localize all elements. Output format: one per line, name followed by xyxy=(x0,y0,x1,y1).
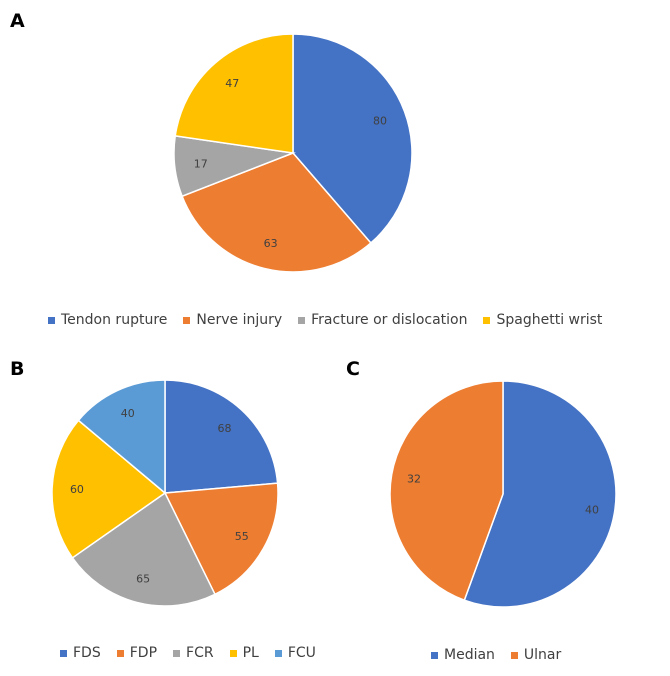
pie-a-value-label: 17 xyxy=(194,158,208,171)
legend-a-item-spaghetti-wrist: Spaghetti wrist xyxy=(483,312,602,328)
legend-a-label: Tendon rupture xyxy=(61,312,168,328)
pie-a-value-label: 80 xyxy=(373,115,387,128)
legend-a-item-fracture-or-dislocation: Fracture or dislocation xyxy=(298,312,467,328)
legend-b-swatch xyxy=(173,649,181,657)
legend-b-label: PL xyxy=(242,645,259,661)
legend-b-swatch xyxy=(116,649,124,657)
legend-a-swatch xyxy=(48,316,55,324)
pie-a-value-label: 63 xyxy=(264,237,278,250)
pie-b-value-label: 65 xyxy=(136,572,150,585)
panel-a-letter: A xyxy=(10,10,25,32)
legend-a-swatch xyxy=(298,316,306,324)
legend-a-label: Spaghetti wrist xyxy=(496,312,603,328)
legend-c-label: Ulnar xyxy=(523,647,562,663)
legend-c-swatch xyxy=(431,651,438,659)
legend-b-label: FCU xyxy=(287,645,316,661)
pie-b-slice-fcr xyxy=(71,491,216,607)
legend-a-swatch xyxy=(183,316,191,324)
panel-c-letter: C xyxy=(346,358,360,380)
pie-a-value-label: 47 xyxy=(225,77,239,90)
legend-c-swatch xyxy=(510,651,518,659)
pie-b-value-label: 60 xyxy=(70,483,84,496)
pie-b-value-label: 68 xyxy=(218,422,232,435)
pie-b-value-label: 55 xyxy=(235,530,249,543)
legend-b-item-fdp: FDP xyxy=(116,645,158,661)
legend-b-item-fcu: FCU xyxy=(274,645,316,661)
legend-b-swatch xyxy=(60,649,67,657)
legend-a-item-nerve-injury: Nerve injury xyxy=(183,312,282,328)
pie-c-value-label: 40 xyxy=(585,504,599,517)
legend-a-label: Nerve injury xyxy=(196,312,283,328)
pie-b-value-label: 40 xyxy=(121,407,135,420)
pie-c-slice-ulnar xyxy=(389,380,504,602)
legend-a: Tendon rupture Nerve injury Fracture or di… xyxy=(48,312,602,328)
pie-b-slice-fds xyxy=(164,379,279,494)
legend-b: FDS FDP FCR PL FCU xyxy=(60,645,316,661)
pie-a-slice-nerve-injury xyxy=(181,152,372,273)
pie-a-slice-tendon-rupture xyxy=(292,33,413,245)
legend-a-item-tendon-rupture: Tendon rupture xyxy=(48,312,167,328)
pie-b-slice-fcu xyxy=(77,379,166,495)
legend-b-label: FDP xyxy=(129,645,158,661)
legend-b-item-fcr: FCR xyxy=(173,645,214,661)
pie-b-slice-fdp xyxy=(163,482,279,596)
pie-b-slice-pl xyxy=(51,419,167,559)
legend-b-item-fds: FDS xyxy=(60,645,101,661)
legend-c: Median Ulnar xyxy=(431,647,561,663)
legend-c-label: Median xyxy=(444,647,495,663)
pie-a-slice-spaghetti-wrist xyxy=(174,33,294,154)
legend-c-item-ulnar: Ulnar xyxy=(510,647,562,663)
legend-a-swatch xyxy=(483,316,491,324)
panel-b-letter: B xyxy=(10,358,25,380)
pie-c-value-label: 32 xyxy=(407,472,421,485)
pie-c-slice-median xyxy=(463,380,617,608)
legend-b-item-pl: PL xyxy=(229,645,259,661)
legend-b-swatch xyxy=(229,649,237,657)
legend-b-swatch xyxy=(274,649,282,657)
legend-b-label: FCR xyxy=(186,645,214,661)
legend-c-item-median: Median xyxy=(431,647,495,663)
legend-b-label: FDS xyxy=(73,645,101,661)
legend-a-label: Fracture or dislocation xyxy=(311,312,468,328)
